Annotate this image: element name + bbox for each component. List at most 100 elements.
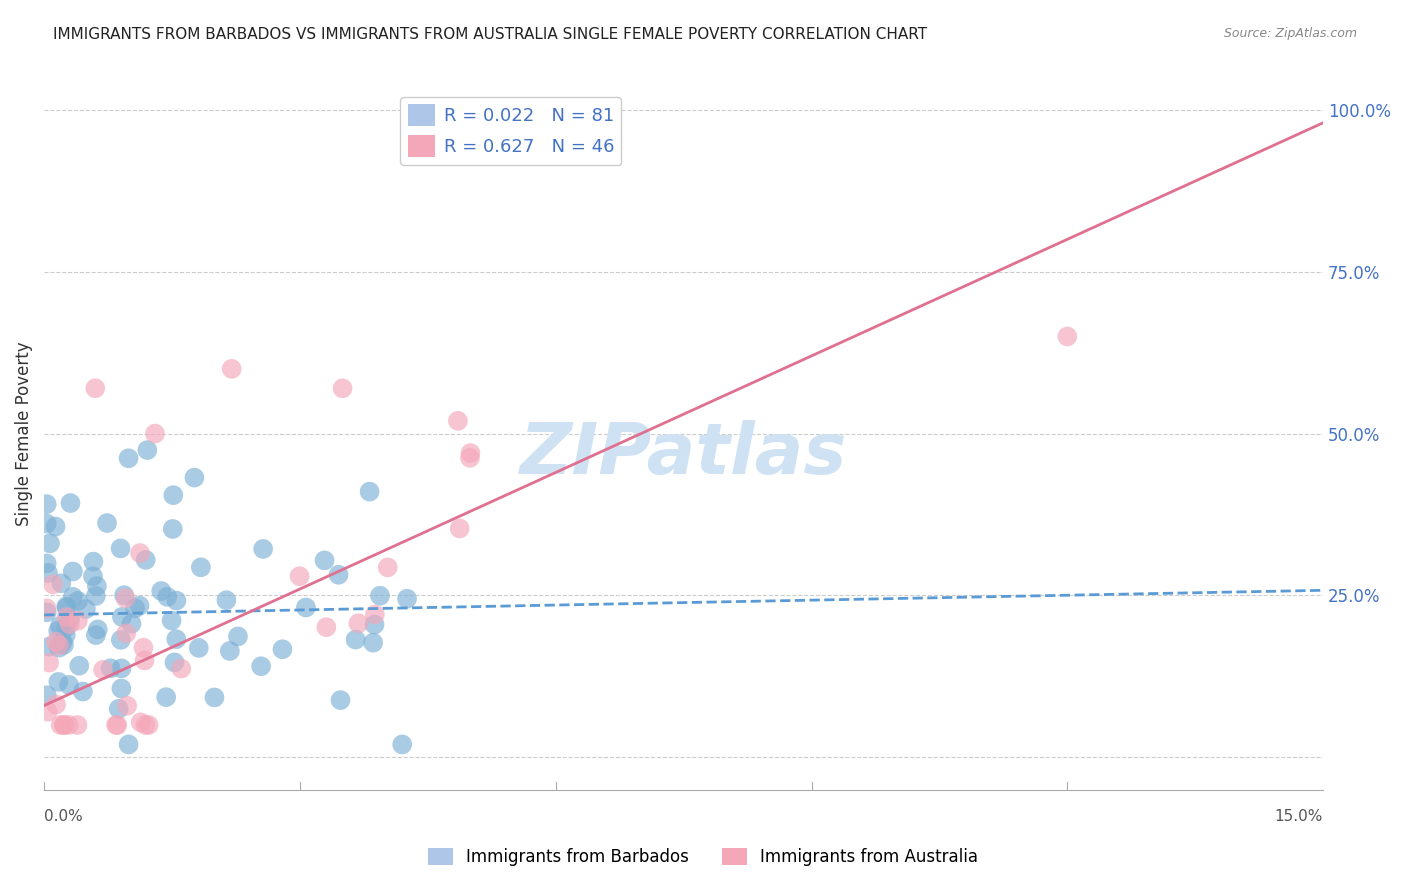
Point [110, 632, 132, 647]
Point [449, 521, 471, 535]
Point [128, 599, 150, 613]
Point [226, 630, 249, 644]
Point [288, 569, 311, 583]
Point [170, 662, 193, 676]
Point [107, 702, 129, 716]
Point [38, 640, 60, 654]
Point [37, 566, 59, 580]
Point [62, 565, 84, 579]
Point [165, 632, 187, 647]
Point [86, 579, 108, 593]
Point [165, 593, 187, 607]
Point [117, 451, 139, 466]
Point [347, 616, 370, 631]
Point [91, 663, 114, 677]
Point [66, 594, 89, 608]
Point [250, 659, 273, 673]
Point [115, 626, 138, 640]
Point [67, 658, 90, 673]
Point [160, 614, 183, 628]
Point [55, 620, 77, 634]
Point [37, 705, 59, 719]
Point [110, 541, 132, 556]
Point [100, 661, 122, 675]
Point [84, 589, 107, 603]
Point [221, 361, 243, 376]
Point [368, 589, 391, 603]
Point [218, 644, 240, 658]
Point [84, 628, 107, 642]
Point [58, 617, 80, 632]
Point [35, 497, 58, 511]
Point [53, 718, 76, 732]
Point [35, 516, 58, 531]
Point [329, 693, 352, 707]
Point [1056, 329, 1078, 343]
Point [96, 516, 118, 530]
Text: 15.0%: 15.0% [1275, 809, 1323, 824]
Point [134, 718, 156, 732]
Point [252, 541, 274, 556]
Point [46, 624, 69, 638]
Point [204, 690, 226, 705]
Point [59, 613, 82, 627]
Point [132, 640, 155, 655]
Point [460, 446, 482, 460]
Point [66, 718, 89, 732]
Point [215, 593, 238, 607]
Point [143, 426, 166, 441]
Point [55, 628, 77, 642]
Point [190, 560, 212, 574]
Point [328, 567, 350, 582]
Point [359, 484, 381, 499]
Y-axis label: Single Female Poverty: Single Female Poverty [15, 342, 32, 526]
Point [150, 584, 173, 599]
Point [162, 488, 184, 502]
Point [42, 577, 65, 591]
Point [82, 555, 104, 569]
Point [53, 718, 76, 732]
Point [271, 642, 294, 657]
Point [46, 674, 69, 689]
Point [51, 576, 73, 591]
Point [138, 718, 160, 732]
Point [82, 569, 104, 583]
Point [48, 638, 70, 652]
Point [156, 590, 179, 604]
Text: Source: ZipAtlas.com: Source: ZipAtlas.com [1223, 27, 1357, 40]
Point [129, 546, 152, 560]
Point [35, 688, 58, 702]
Point [163, 656, 186, 670]
Point [49, 718, 72, 732]
Point [155, 690, 177, 705]
Point [124, 601, 146, 615]
Point [364, 607, 387, 622]
Point [447, 414, 470, 428]
Text: IMMIGRANTS FROM BARBADOS VS IMMIGRANTS FROM AUSTRALIA SINGLE FEMALE POVERTY CORR: IMMIGRANTS FROM BARBADOS VS IMMIGRANTS F… [53, 27, 928, 42]
Legend: R = 0.022   N = 81, R = 0.627   N = 46: R = 0.022 N = 81, R = 0.627 N = 46 [401, 97, 621, 165]
Point [105, 718, 128, 732]
Point [115, 698, 138, 713]
Point [45, 698, 67, 712]
Text: 0.0%: 0.0% [44, 809, 83, 824]
Point [35, 605, 58, 619]
Point [363, 617, 385, 632]
Text: ZIPatlas: ZIPatlas [520, 420, 848, 490]
Point [117, 738, 139, 752]
Legend: Immigrants from Barbados, Immigrants from Australia: Immigrants from Barbados, Immigrants fro… [420, 841, 986, 873]
Point [187, 640, 209, 655]
Point [295, 600, 318, 615]
Point [458, 450, 481, 465]
Point [314, 553, 336, 567]
Point [58, 678, 80, 692]
Point [134, 653, 156, 667]
Point [35, 601, 58, 615]
Point [121, 616, 143, 631]
Point [395, 591, 418, 606]
Point [59, 496, 82, 510]
Point [45, 634, 67, 648]
Point [105, 718, 128, 732]
Point [136, 443, 159, 458]
Point [344, 632, 367, 647]
Point [66, 614, 89, 628]
